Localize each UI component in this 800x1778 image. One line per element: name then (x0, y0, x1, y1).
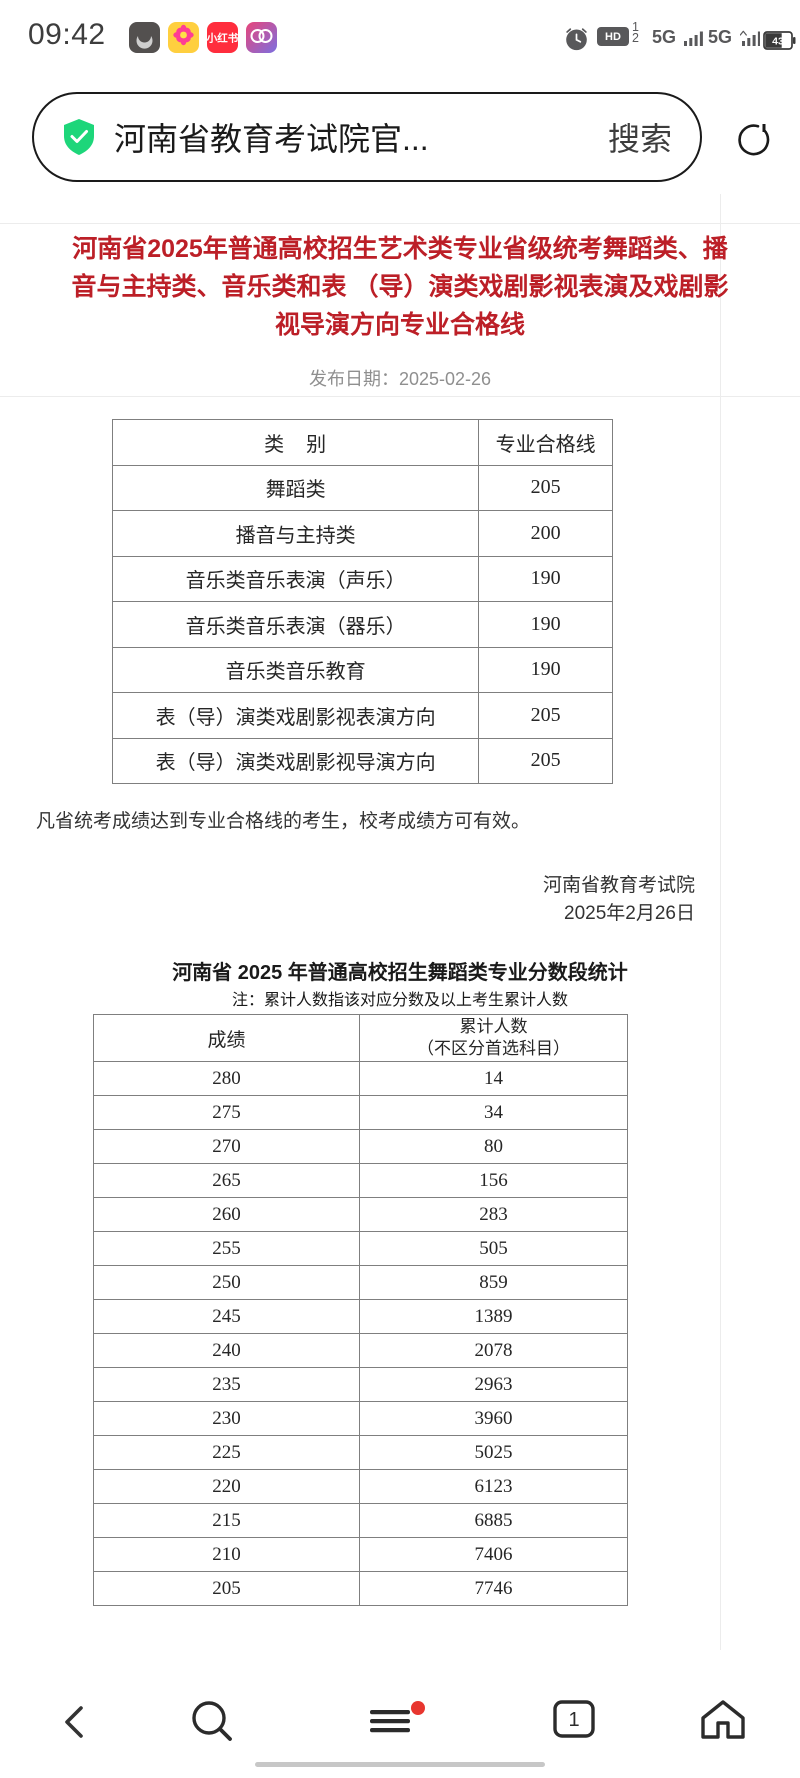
svg-text:小红书: 小红书 (206, 32, 239, 45)
svg-text:1: 1 (568, 1709, 579, 1731)
svg-text:43: 43 (772, 36, 784, 48)
